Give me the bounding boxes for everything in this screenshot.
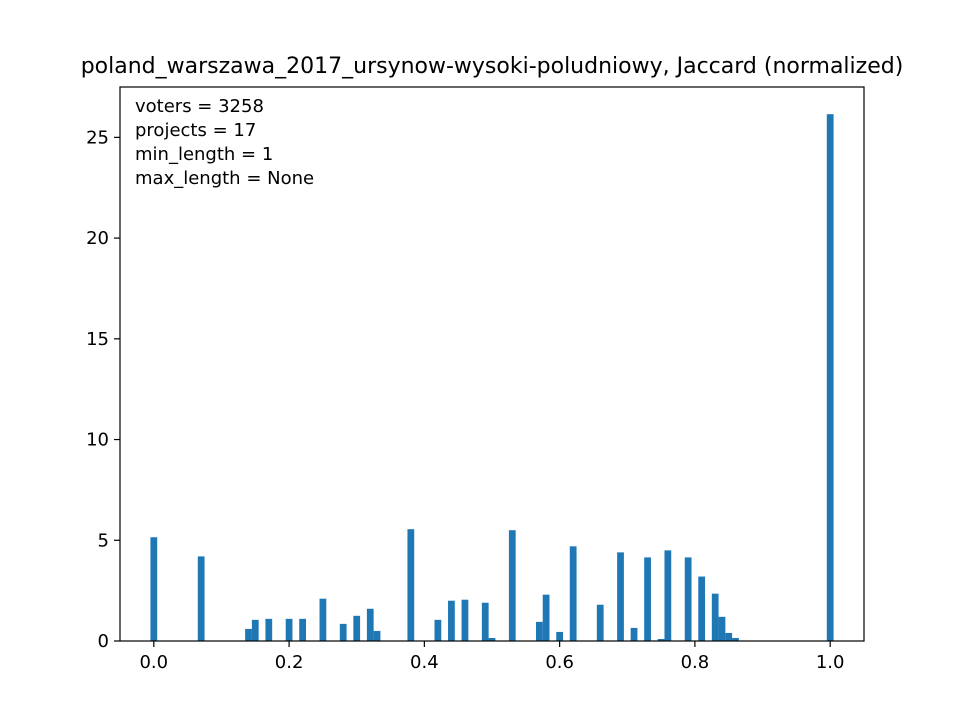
histogram-bar (488, 637, 496, 641)
histogram-bar (826, 114, 834, 642)
bars-group (150, 114, 834, 642)
histogram-bar (353, 615, 361, 641)
histogram-bar (725, 632, 733, 641)
y-axis-ticks: 0 5 10 15 20 25 (86, 127, 120, 652)
x-tick-label: 0.2 (275, 652, 304, 673)
y-tick-label: 15 (86, 329, 109, 350)
histogram-bar (150, 537, 158, 641)
histogram-bar (542, 594, 550, 641)
histogram-bar (448, 600, 455, 641)
histogram-bar (535, 621, 543, 641)
histogram-bar (698, 576, 706, 641)
annotation-voters: voters = 3258 (135, 96, 264, 117)
annotation-projects: projects = 17 (135, 120, 256, 141)
histogram-bar (366, 608, 374, 641)
histogram-bar (684, 557, 692, 641)
y-tick-label: 5 (98, 530, 109, 551)
chart-title: poland_warszawa_2017_ursynow-wysoki-polu… (81, 54, 904, 79)
histogram-bar (285, 618, 293, 641)
histogram-bar (711, 593, 719, 641)
histogram-bar (245, 628, 252, 641)
histogram-bar (718, 616, 726, 641)
histogram-bar (596, 604, 604, 641)
histogram-bar (481, 602, 489, 641)
x-tick-label: 0.4 (410, 652, 439, 673)
histogram-bar (644, 557, 651, 641)
histogram-bar (265, 618, 273, 641)
histogram-bar (508, 530, 516, 641)
histogram-bar (664, 550, 672, 641)
y-tick-label: 25 (86, 127, 109, 148)
histogram-bar (434, 619, 442, 641)
histogram-bar (630, 627, 638, 641)
x-tick-label: 0.0 (139, 652, 168, 673)
histogram-bar (569, 546, 577, 641)
histogram-bar (732, 637, 739, 641)
histogram-bar (556, 631, 564, 641)
histogram-bar (461, 599, 469, 641)
x-tick-label: 0.8 (681, 652, 710, 673)
histogram-bar (251, 619, 259, 641)
stats-annotation: voters = 3258 projects = 17 min_length =… (135, 96, 314, 189)
histogram-bar (617, 552, 624, 641)
y-tick-label: 20 (86, 228, 109, 249)
annotation-max-length: max_length = None (135, 168, 314, 189)
histogram-bar (657, 638, 665, 641)
histogram-bar (407, 529, 415, 641)
histogram-bar (197, 556, 205, 641)
x-tick-label: 1.0 (816, 652, 845, 673)
histogram-bar (319, 598, 327, 641)
axes-frame (119, 86, 865, 642)
y-tick-label: 10 (86, 430, 109, 451)
y-tick-label: 0 (98, 631, 109, 652)
histogram-bar (373, 630, 381, 641)
x-tick-label: 0.6 (545, 652, 574, 673)
histogram-bar (299, 618, 306, 641)
x-axis-ticks: 0.0 0.2 0.4 0.6 0.8 1.0 (139, 641, 845, 673)
histogram-bar (339, 623, 347, 641)
annotation-min-length: min_length = 1 (135, 144, 273, 165)
